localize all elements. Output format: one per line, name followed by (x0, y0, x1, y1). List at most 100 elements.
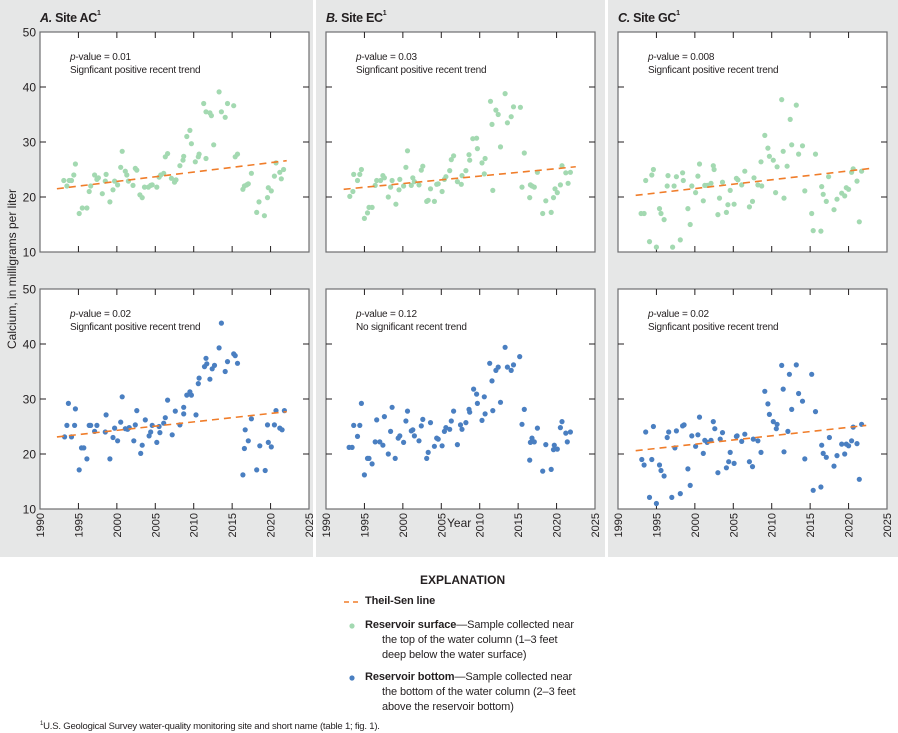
bottom-sample-point (799, 398, 806, 404)
legend-surface-line1: Reservoir surface—Sample collected near (365, 618, 574, 633)
surface-sample-point (641, 210, 647, 217)
theil-sen-line (343, 165, 576, 191)
surface-sample-point (711, 166, 717, 173)
surface-sample-point (715, 212, 721, 218)
y-tick-label: 40 (23, 81, 37, 95)
surface-sample-point (173, 177, 179, 183)
bottom-sample-point (812, 409, 819, 415)
surface-sample-point (425, 197, 431, 203)
bottom-sample-point (134, 408, 140, 414)
x-tick-label: 2005 (150, 513, 162, 537)
surface-sample-point (184, 133, 190, 140)
trend-annotation: p-value = 0.03 Signficant positive recent… (356, 51, 487, 77)
bottom-sample-point (454, 442, 460, 448)
trend-annotation: p-value = 0.01 Signficant positive recent… (70, 51, 201, 77)
bottom-sample-point (534, 425, 541, 431)
trend-annotation: p-value = 0.008 Signficant positive recen… (648, 51, 779, 77)
p-symbol: p (648, 52, 654, 63)
bottom-sample-point (710, 419, 716, 425)
surface-sample-point (188, 141, 194, 147)
surface-sample-point (487, 98, 494, 104)
surface-sample-point (559, 163, 565, 169)
surface-sample-point (418, 167, 424, 173)
legend-bottom-marker (349, 675, 355, 681)
surface-sample-point (650, 166, 657, 173)
bottom-sample-point (119, 394, 125, 400)
bottom-sample-point (222, 368, 228, 375)
bottom-sample-point (695, 432, 701, 438)
bottom-sample-point (786, 371, 793, 377)
legend-bottom-entry: Reservoir bottom—Sample collected near t… (365, 670, 576, 715)
plot-area (617, 31, 888, 253)
surface-sample-point (374, 177, 380, 184)
p-value: -value = 0.02 (75, 309, 131, 320)
x-tick-label: 1995 (359, 513, 371, 537)
surface-sample-point (467, 157, 473, 163)
bottom-sample-point (372, 439, 378, 445)
surface-sample-point (723, 209, 730, 215)
bottom-sample-point (802, 456, 808, 462)
surface-sample-point (758, 159, 764, 165)
y-tick-label: 20 (23, 191, 37, 205)
p-value: -value = 0.12 (361, 309, 417, 320)
surface-sample-point (784, 163, 790, 169)
bottom-sample-point (84, 456, 90, 462)
plot-area (325, 288, 596, 510)
bottom-sample-point (820, 450, 826, 456)
surface-sample-point (350, 188, 356, 195)
surface-sample-point (281, 166, 287, 173)
surface-sample-point (76, 210, 82, 217)
bottom-sample-point (502, 344, 508, 350)
surface-sample-point (731, 201, 737, 207)
bottom-sample-point (650, 423, 657, 430)
bottom-sample-point (149, 422, 155, 428)
surface-sample-point (431, 198, 437, 204)
bottom-sample-point (248, 416, 254, 422)
p-value-text: p-value = 0.02 (648, 308, 778, 321)
surface-sample-point (677, 237, 683, 243)
trend-result-text: Signficant positive recent trend (70, 322, 201, 333)
surface-sample-point (361, 215, 367, 221)
bottom-sample-point (374, 417, 380, 423)
bottom-sample-point (131, 438, 137, 444)
trend-result-text: Signficant positive recent trend (356, 65, 487, 76)
bottom-sample-point (731, 460, 737, 466)
bottom-sample-point (204, 361, 210, 367)
p-value: -value = 0.02 (653, 309, 709, 320)
surface-sample-point (780, 148, 786, 154)
surface-sample-point (550, 195, 557, 201)
surface-sample-point (118, 164, 124, 170)
bottom-sample-point (380, 442, 386, 448)
bottom-sample-point (785, 428, 791, 434)
surface-sample-point (130, 182, 136, 188)
legend-surface-desc2: the top of the water column (1–3 feet (382, 634, 558, 646)
bottom-sample-point (755, 438, 761, 444)
bottom-sample-point (482, 411, 488, 417)
surface-sample-point (653, 244, 660, 250)
p-value-text: p-value = 0.02 (70, 308, 200, 321)
bottom-sample-point (669, 494, 675, 500)
bottom-sample-point (849, 438, 855, 444)
surface-sample-point (696, 161, 703, 167)
surface-sample-point (831, 207, 837, 213)
surface-sample-point (357, 171, 363, 177)
legend-surface-dot (349, 623, 355, 629)
surface-sample-point (397, 176, 403, 182)
y-tick-label: 10 (23, 503, 37, 517)
surface-sample-point (79, 205, 85, 211)
x-tick-label: 2000 (398, 513, 410, 537)
bottom-sample-point (354, 433, 361, 439)
p-symbol: p (70, 52, 76, 63)
plot-area (325, 31, 596, 253)
bottom-sample-point (271, 422, 277, 428)
theil-sen-line (635, 424, 867, 452)
legend-title: EXPLANATION (420, 573, 506, 587)
x-tick-label: 2020 (552, 513, 564, 537)
surface-sample-point (819, 184, 825, 190)
bottom-sample-point (72, 422, 78, 428)
surface-sample-point (812, 151, 819, 157)
x-tick-label: 2010 (189, 513, 201, 537)
surface-sample-point (134, 167, 140, 173)
surface-sample-point (248, 170, 254, 176)
bottom-sample-point (424, 455, 430, 461)
